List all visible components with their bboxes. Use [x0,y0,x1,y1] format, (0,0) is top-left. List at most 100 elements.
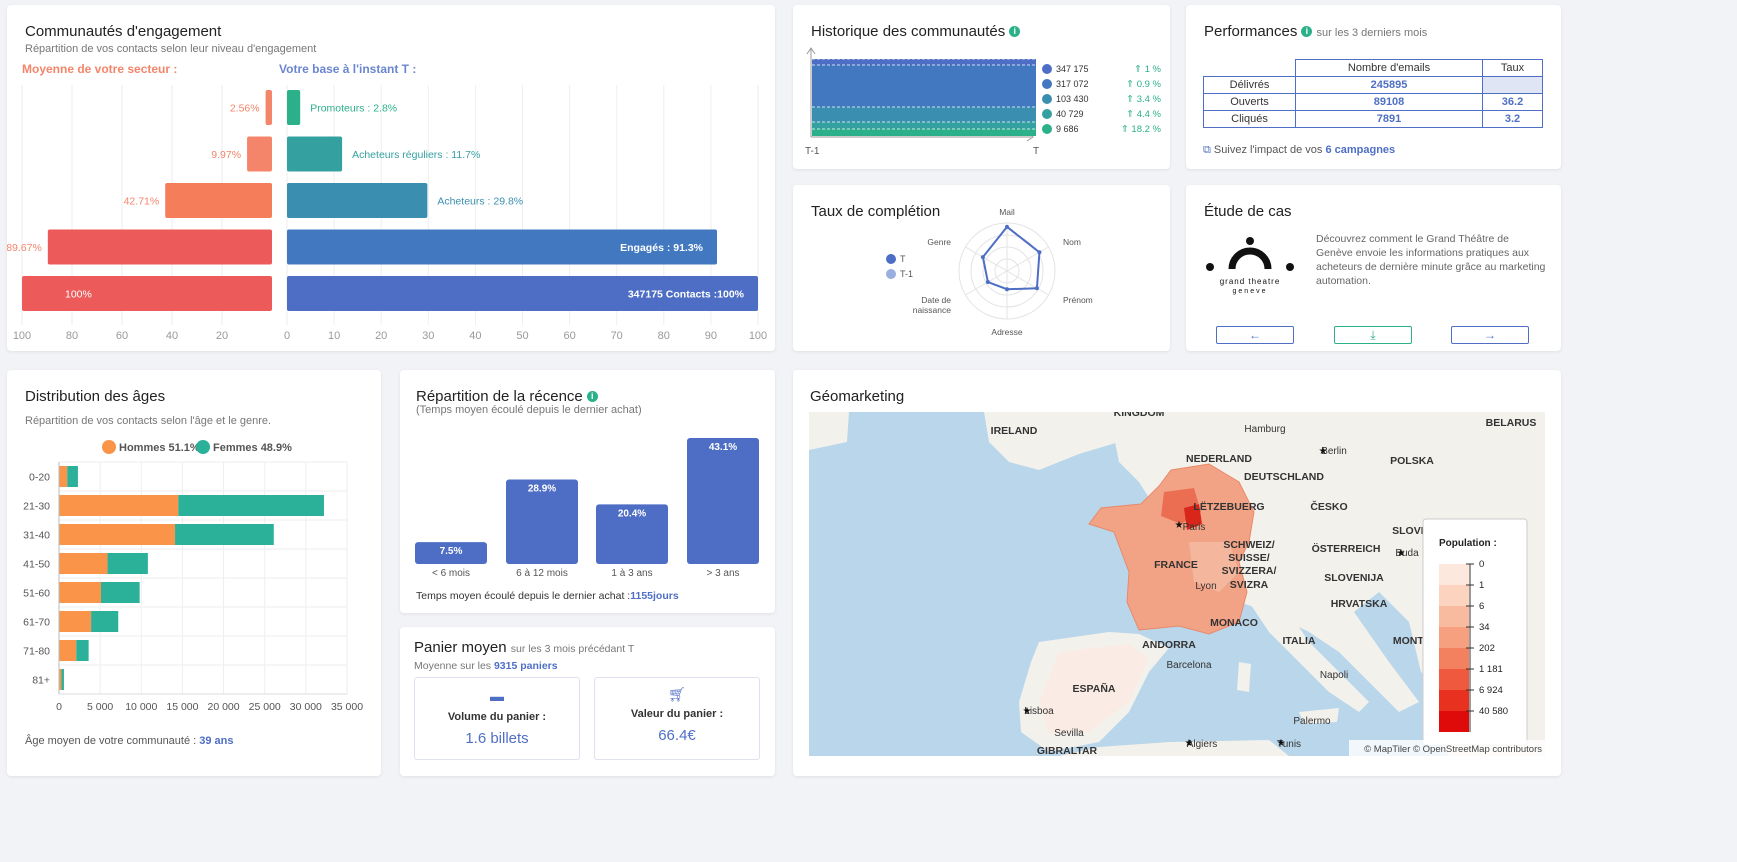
map-legend [1422,518,1528,746]
legend-men: Hommes 51.1% [119,442,200,454]
map-place-label: Paris [1183,522,1206,533]
table-header-row: Nombre d'emails Taux [1203,59,1543,77]
legend-swatch [1439,585,1469,606]
map-place-label: Tunis [1277,739,1301,750]
city-star: ★ [1319,446,1328,457]
ages-subtitle: Répartition de vos contacts selon l'âge … [25,415,272,427]
bar-men [59,611,92,632]
table-row: Ouverts 89108 36.2 [1203,93,1543,111]
engagement-chart: 100 80 60 40 20 0 10 20 30 40 50 60 70 80 90 100 2.56% Pr… [7,85,767,342]
sector-label: 42.71% [124,196,160,208]
performance-title: Performances i sur les 3 derniers mois [1204,23,1428,40]
completion-radar: Mail Nom Prénom Adresse Genre Date denaissanc… [886,207,1093,337]
legend-dot [1042,64,1052,74]
bar-women [178,495,324,516]
base-label: Engagés : 91.3% [620,242,704,254]
tick-label: 0 [284,330,290,342]
info-icon[interactable]: i [1301,26,1313,37]
performance-period: sur les 3 derniers mois [1316,27,1428,39]
map-place-label: MONACO [1210,617,1258,629]
map-place-label: BELARUS [1486,417,1537,429]
map-place-label: ÖSTERREICH [1312,542,1381,555]
legend-label-t1: T-1 [900,269,913,279]
radar-spoke [965,246,1008,272]
legend-dot [1042,79,1052,89]
legend-swatch [1439,711,1469,732]
legend-swatch [1439,669,1469,690]
legend-value: 40 580 [1479,706,1508,717]
history-band [812,59,1036,65]
bar-women [100,582,140,603]
table-row: Cliqués 7891 3.2 [1203,110,1543,128]
bar-men [59,466,68,487]
tick-label: 80 [66,330,78,342]
map-place-label: NEDERLAND [1186,453,1252,465]
logo-subtext: geneve [1233,288,1268,295]
sector-header: Moyenne de votre secteur : [22,62,178,76]
y-axis-arrow [806,47,816,55]
recency-title: Répartition de la récence i [416,388,598,405]
tick-label: 60 [563,330,575,342]
radar-point [1005,287,1009,292]
base-label: Acheteurs : 29.8% [437,196,523,208]
map-land [984,412,1119,470]
radar-point [1005,224,1009,229]
campaigns-link[interactable]: ⧉ Suivez l'impact de vos 6 campagnes [1203,144,1396,156]
city-star: ★ [1397,548,1406,559]
next-button[interactable]: → [1451,326,1529,344]
legend-dot [1042,124,1052,134]
sector-bar [247,136,272,172]
radar-point [1037,250,1042,255]
map-place-label: SVIZRA [1230,579,1269,591]
info-icon[interactable]: i [1009,26,1021,37]
recency-value: 43.1% [709,442,737,453]
download-button[interactable]: ⤓ [1334,326,1412,344]
recency-bar [415,542,487,564]
radar-axis-label: Prénom [1063,295,1093,305]
legend-value: 9 686 [1056,124,1079,134]
map-place-label: FRANCE [1154,559,1198,571]
sector-bar [47,229,273,265]
geo-map[interactable]: KINGDOM IRELAND Hamburg Berlin BELARUS NEDERL… [809,412,1545,756]
info-icon[interactable]: i [586,391,598,402]
map-place-label: ČESKO [1310,500,1347,513]
tick-label: 70 [611,330,623,342]
tick-label: 5 000 [87,701,113,713]
map-place-label: Barcelona [1166,660,1211,671]
map-place-label: Buda [1395,548,1419,559]
legend-title: Population : [1439,538,1497,549]
map-place-label: GIBRALTAR [1037,745,1098,756]
history-band [812,107,1036,122]
bar-men [59,495,179,516]
legend-value: 34 [1479,622,1490,633]
value-label: Valeur du panier : [630,708,724,720]
tick-label: 20 [375,330,387,342]
radar-point [985,280,990,285]
x-start-label: T-1 [805,146,820,157]
radar-point [980,255,985,260]
city-star: ★ [1185,738,1194,749]
legend-delta: ⇑ 1 % [1134,64,1162,75]
tick-label: 30 000 [290,701,322,713]
prev-button[interactable]: ← [1216,326,1294,344]
legend-delta: ⇑ 0.9 % [1126,79,1161,90]
history-card: Historique des communautés i T-1 T 347 175 ⇑… [793,5,1170,169]
legend-dot-t [886,254,896,264]
map-place-label: Lyon [1195,581,1216,592]
bar-women [107,553,148,574]
radar-spoke [1006,246,1049,272]
history-band [812,65,1036,107]
basket-average: Moyenne sur les 9315 paniers [414,660,558,672]
map-place-label: SUISSE/ [1228,552,1270,564]
map-place-label: Hamburg [1244,424,1285,435]
base-label: 347175 Contacts :100% [628,289,745,301]
tick-label: 40 [469,330,481,342]
base-bar [287,136,343,172]
ages-card: Distribution des âges Répartition de vos… [7,370,381,776]
recency-footer: Temps moyen écoulé depuis le dernier ach… [416,590,679,602]
tick-label: 20 [216,330,228,342]
recency-category: 1 à 3 ans [611,568,652,579]
sector-bar [22,276,272,311]
col-rate-header: Taux [1482,59,1543,77]
radar-spoke [1006,270,1049,296]
